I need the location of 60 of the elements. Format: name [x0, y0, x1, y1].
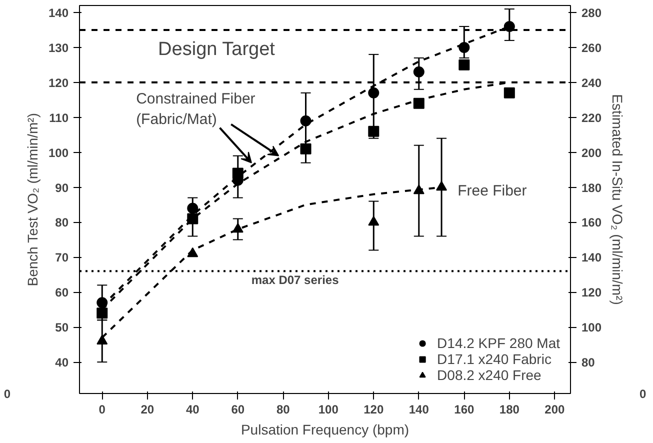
x-tick-label: 20	[140, 402, 154, 416]
annotation: Free Fiber	[458, 182, 527, 200]
x-tick-label: 100	[318, 402, 339, 416]
point	[368, 87, 380, 98]
legend-label: D17.1 x240 Fabric	[437, 351, 552, 367]
y2-tick-label: 220	[582, 110, 602, 125]
y-tick-label: 140	[48, 6, 69, 20]
y-tick-label: 110	[49, 110, 69, 125]
y2-tick-label: 240	[582, 76, 602, 90]
y2-tick-label: 280	[582, 6, 602, 20]
annotation: Design Target	[158, 38, 276, 60]
y-tick-label: 120	[48, 76, 69, 90]
x-tick-label: 40	[186, 402, 200, 416]
point	[187, 202, 198, 214]
point	[368, 126, 380, 137]
x-tick-label: 140	[408, 402, 430, 416]
y-tick-label: 130	[48, 40, 69, 55]
ref-line-label: max D07 series	[251, 273, 340, 288]
y2-tick-label: 120	[582, 286, 602, 300]
point	[458, 42, 470, 53]
x-axis-title: Pulsation Frequency (bpm)	[240, 422, 410, 438]
y2-tick-label: 140	[582, 250, 602, 265]
y2-tick-label: 180	[582, 180, 602, 195]
point	[96, 308, 108, 319]
x-tick-label: 60	[231, 402, 245, 416]
y-tick-label: 50	[55, 320, 69, 335]
y-tick-label: 90	[55, 180, 69, 195]
legend-label: D08.2 x240 Free	[437, 367, 542, 383]
y-tick-label: 70	[55, 250, 69, 265]
y-tick-label: 100	[48, 146, 69, 160]
y2-axis-title: Estimated In-Situ VO₂ (ml/min/m²)	[610, 94, 626, 305]
point	[458, 59, 470, 70]
point	[96, 334, 108, 344]
y2-tick-label: 80	[582, 356, 596, 370]
x-tick-label: 180	[499, 402, 520, 416]
y2-tick-label: 160	[582, 216, 602, 230]
point	[504, 87, 515, 98]
y-tick-label: 80	[55, 216, 69, 230]
point	[300, 143, 312, 154]
point	[436, 180, 448, 191]
point	[368, 216, 380, 226]
text: 0	[4, 387, 11, 401]
y2-tick-label: 200	[582, 146, 602, 160]
point	[232, 168, 244, 179]
y-tick-label: 60	[55, 286, 69, 300]
text: 0	[640, 387, 646, 401]
point	[300, 115, 312, 126]
point	[413, 98, 424, 109]
legend-label: D14.2 KPF 280 Mat	[437, 335, 560, 351]
x-tick-label: 200	[544, 402, 565, 416]
y2-tick-label: 100	[582, 320, 602, 335]
point	[413, 66, 424, 78]
x-tick-label: 80	[276, 402, 290, 416]
x-tick-label: 0	[98, 402, 106, 416]
x-tick-label: 120	[364, 402, 384, 416]
y-axis-title: Bench Test VO₂ (ml/min/m²)	[24, 113, 40, 286]
y-tick-label: 40	[55, 356, 69, 370]
y2-tick-label: 260	[582, 40, 602, 55]
x-tick-label: 160	[454, 402, 474, 416]
annotation: Constrained Fiber (Fabric/Mat)	[136, 90, 256, 128]
